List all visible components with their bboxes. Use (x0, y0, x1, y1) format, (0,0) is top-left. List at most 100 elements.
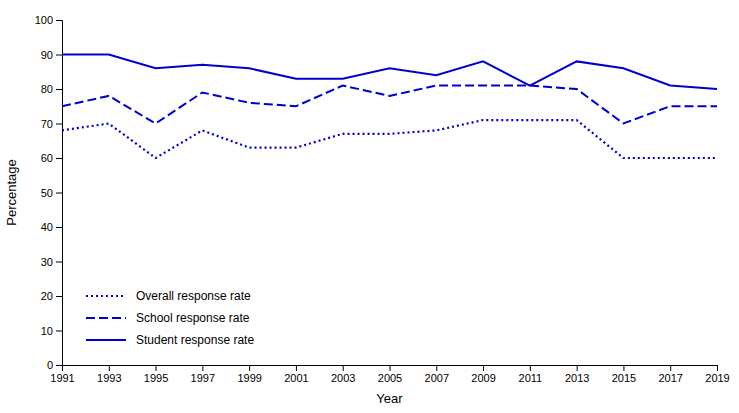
tick-label: 2001 (284, 372, 308, 384)
tick-label: 2013 (565, 372, 589, 384)
tick-label: 100 (35, 14, 53, 26)
y-tick: 90 (41, 49, 62, 61)
y-tick: 100 (35, 14, 62, 26)
x-tick: 1999 (237, 365, 261, 384)
tick-mark (202, 365, 203, 371)
tick-mark (56, 331, 62, 332)
series-line (62, 120, 717, 158)
legend-swatch (86, 339, 126, 341)
legend-label: School response rate (136, 311, 250, 325)
axis-line (56, 21, 63, 366)
x-tick: 2011 (519, 365, 543, 384)
x-tick: 2017 (658, 365, 682, 384)
tick-label: 90 (41, 49, 53, 61)
x-axis-title: Year (376, 391, 403, 406)
tick-mark (249, 365, 250, 371)
tick-mark (390, 365, 391, 371)
tick-label: 80 (41, 83, 53, 95)
chart: 1991199319951997199920012003200520072009… (0, 0, 739, 413)
legend-item: Student response rate (86, 333, 254, 347)
legend-label: Overall response rate (136, 289, 251, 303)
tick-mark (343, 365, 344, 371)
x-tick: 1991 (50, 365, 74, 384)
tick-mark (156, 365, 157, 371)
tick-mark (56, 193, 62, 194)
tick-mark (717, 365, 718, 371)
y-tick: 30 (41, 256, 62, 268)
plot-area: 1991199319951997199920012003200520072009… (35, 14, 730, 384)
tick-label: 20 (41, 290, 53, 302)
x-tick: 2001 (284, 365, 308, 384)
tick-label: 2011 (519, 372, 543, 384)
tick-label: 2007 (425, 372, 449, 384)
tick-label: 1991 (50, 372, 74, 384)
tick-label: 30 (41, 256, 53, 268)
legend-label: Student response rate (136, 333, 254, 347)
tick-label: 2009 (471, 372, 495, 384)
tick-mark (436, 365, 437, 371)
lines (62, 55, 717, 159)
x-tick: 2003 (331, 365, 355, 384)
x-tick: 2015 (612, 365, 636, 384)
tick-label: 2005 (378, 372, 402, 384)
tick-label: 70 (41, 118, 53, 130)
tick-mark (296, 365, 297, 371)
x-tick: 1993 (97, 365, 121, 384)
tick-mark (56, 365, 62, 366)
tick-mark (109, 365, 110, 371)
tick-mark (670, 365, 671, 371)
tick-mark (56, 296, 62, 297)
tick-label: 40 (41, 221, 53, 233)
tick-mark (623, 365, 624, 371)
tick-label: 60 (41, 152, 53, 164)
y-tick: 50 (41, 187, 62, 199)
tick-mark (56, 20, 62, 21)
y-tick: 0 (47, 359, 62, 371)
x-tick: 2007 (425, 365, 449, 384)
chart-container: 1991199319951997199920012003200520072009… (0, 0, 739, 413)
tick-label: 1995 (144, 372, 168, 384)
tick-mark (56, 55, 62, 56)
series-line (62, 86, 717, 124)
tick-label: 1997 (191, 372, 215, 384)
tick-mark (56, 89, 62, 90)
y-tick: 70 (41, 118, 62, 130)
tick-label: 0 (47, 359, 53, 371)
x-tick: 1995 (144, 365, 168, 384)
legend-swatch (86, 317, 126, 319)
tick-label: 2019 (705, 372, 729, 384)
y-tick: 60 (41, 152, 62, 164)
axis-line (63, 366, 718, 372)
tick-mark (577, 365, 578, 371)
tick-mark (56, 227, 62, 228)
tick-label: 2015 (612, 372, 636, 384)
x-tick: 2005 (378, 365, 402, 384)
x-tick: 2009 (471, 365, 495, 384)
tick-mark (56, 124, 62, 125)
y-tick: 40 (41, 221, 62, 233)
legend-item: School response rate (86, 311, 250, 325)
tick-label: 50 (41, 187, 53, 199)
legend-swatch (86, 295, 126, 297)
tick-mark (483, 365, 484, 371)
tick-label: 10 (41, 325, 53, 337)
y-tick: 20 (41, 290, 62, 302)
tick-mark (56, 158, 62, 159)
x-tick: 1997 (191, 365, 215, 384)
y-axis: 0 10 20 30 40 50 60 70 80 90 100 (35, 14, 63, 371)
x-tick: 2019 (705, 365, 729, 384)
x-tick: 2013 (565, 365, 589, 384)
tick-label: 2003 (331, 372, 355, 384)
legend-item: Overall response rate (86, 289, 251, 303)
tick-mark (530, 365, 531, 371)
series-line (62, 55, 717, 90)
y-tick: 10 (41, 325, 62, 337)
tick-label: 2017 (658, 372, 682, 384)
tick-mark (56, 262, 62, 263)
legend: Overall response rate School response rat… (86, 289, 254, 347)
tick-label: 1999 (237, 372, 261, 384)
y-tick: 80 (41, 83, 62, 95)
y-axis-title: Percentage (4, 159, 19, 226)
x-axis: 1991 1993 1995 1997 1999 2001 2003 2005 2007 2009… (50, 365, 729, 384)
tick-label: 1993 (97, 372, 121, 384)
